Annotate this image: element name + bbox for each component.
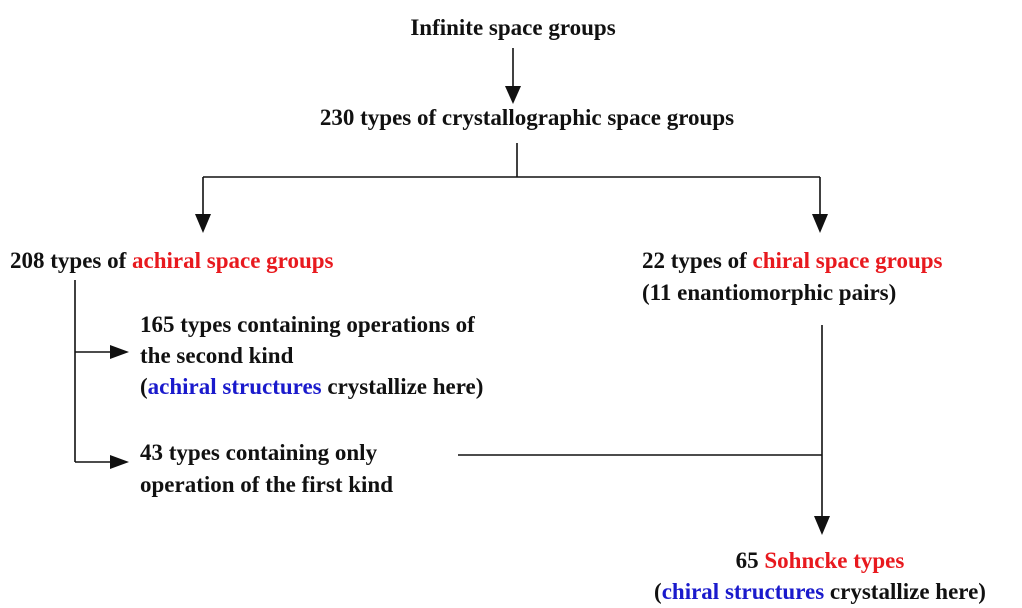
node: 22 types of chiral space groups (11 enant… xyxy=(642,248,943,305)
node-line: (11 enantiomorphic pairs) xyxy=(642,280,896,305)
text-segment: chiral space groups xyxy=(753,248,943,273)
text-segment: crystallize here) xyxy=(322,374,484,399)
node: 43 types containing only operation of the… xyxy=(140,440,393,497)
text-segment: 165 types containing operations of xyxy=(140,312,475,337)
text-segment: ( xyxy=(140,374,148,399)
node-line: 230 types of crystallographic space grou… xyxy=(320,105,734,130)
arrowhead xyxy=(110,345,129,359)
node: 65 Sohncke types (chiral structures cryst… xyxy=(654,548,986,604)
text-segment: 22 types of xyxy=(642,248,753,273)
node-line: (achiral structures crystallize here) xyxy=(140,374,483,399)
text-segment: 208 types of xyxy=(10,248,132,273)
node-line: 208 types of achiral space groups xyxy=(10,248,334,273)
text-segment: 65 xyxy=(736,548,765,573)
arrowhead xyxy=(505,86,521,104)
text-segment: ( xyxy=(654,579,662,604)
node-line: Infinite space groups xyxy=(410,15,615,40)
text-segment: achiral structures xyxy=(148,374,322,399)
text-segment: (11 enantiomorphic pairs) xyxy=(642,280,896,305)
text-segment: achiral space groups xyxy=(132,248,334,273)
text-segment: operation of the first kind xyxy=(140,472,393,497)
node-line: 22 types of chiral space groups xyxy=(642,248,943,273)
arrowhead xyxy=(195,214,211,233)
text-segment: 230 types of crystallographic space grou… xyxy=(320,105,734,130)
text-segment: Infinite space groups xyxy=(410,15,615,40)
node: 230 types of crystallographic space grou… xyxy=(320,105,734,130)
node-line: 165 types containing operations of xyxy=(140,312,475,337)
text-segment: crystallize here) xyxy=(824,579,986,604)
node-line: 65 Sohncke types xyxy=(736,548,905,573)
connectors xyxy=(74,48,830,535)
node-line: operation of the first kind xyxy=(140,472,393,497)
arrowhead xyxy=(814,516,830,535)
arrowhead xyxy=(110,455,129,469)
arrowhead xyxy=(812,214,828,233)
node: Infinite space groups xyxy=(410,15,615,40)
node: 208 types of achiral space groups xyxy=(10,248,334,273)
node: 165 types containing operations of the se… xyxy=(140,312,483,399)
text-segment: 43 types containing only xyxy=(140,440,378,465)
text-segment: the second kind xyxy=(140,343,294,368)
node-line: (chiral structures crystallize here) xyxy=(654,579,986,604)
node-line: 43 types containing only xyxy=(140,440,378,465)
node-line: the second kind xyxy=(140,343,294,368)
text-segment: chiral structures xyxy=(662,579,825,604)
text-segment: Sohncke types xyxy=(764,548,904,573)
